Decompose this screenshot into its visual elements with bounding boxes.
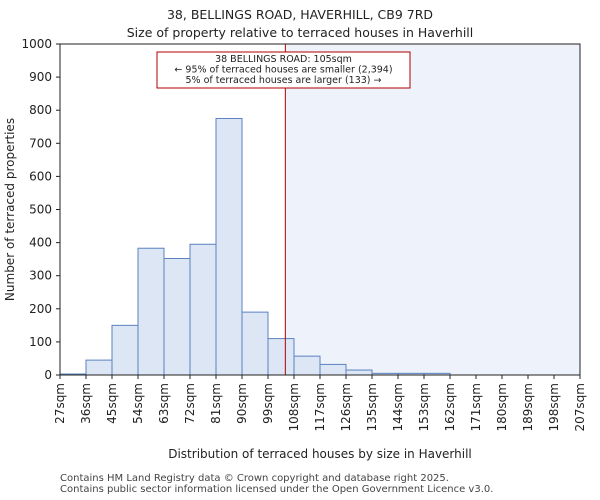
x-tick-label: 72sqm — [183, 383, 197, 424]
x-tick-label: 117sqm — [313, 383, 327, 431]
attribution-line-1: Contains HM Land Registry data © Crown c… — [60, 473, 449, 484]
chart-title: 38, BELLINGS ROAD, HAVERHILL, CB9 7RD — [166, 7, 434, 22]
histogram-bar — [85, 359, 113, 376]
attribution-line-2: Contains public sector information licen… — [60, 484, 494, 495]
x-tick-label: 36sqm — [79, 383, 93, 424]
histogram-bar — [215, 117, 243, 376]
histogram-bar — [267, 338, 295, 376]
annotation-line-1: 38 BELLINGS ROAD: 105sqm — [215, 54, 352, 65]
x-tick-label: 108sqm — [287, 383, 301, 431]
y-tick-label: 600 — [29, 169, 52, 183]
x-tick-label: 81sqm — [209, 383, 223, 424]
y-tick-label: 900 — [29, 70, 52, 84]
x-tick-label: 54sqm — [131, 383, 145, 424]
y-tick-label: 500 — [29, 203, 52, 217]
annotation-line-3: 5% of terraced houses are larger (133) → — [186, 75, 382, 86]
x-tick-label: 153sqm — [417, 383, 431, 431]
chart-title-block: 38, BELLINGS ROAD, HAVERHILL, CB9 7RD Si… — [0, 6, 600, 42]
histogram-bar — [189, 243, 217, 376]
x-tick-label: 126sqm — [339, 383, 353, 431]
histogram-bar — [293, 355, 321, 376]
chart-subtitle: Size of property relative to terraced ho… — [126, 25, 474, 40]
y-tick-label: 400 — [29, 236, 52, 250]
y-tick-label: 0 — [44, 368, 52, 382]
x-tick-label: 198sqm — [547, 383, 561, 431]
x-tick-label: 189sqm — [521, 383, 535, 431]
x-tick-label: 207sqm — [573, 383, 587, 431]
annotation-line-2: ← 95% of terraced houses are smaller (2,… — [174, 65, 392, 76]
x-tick-label: 171sqm — [469, 383, 483, 431]
histogram-bar — [345, 369, 373, 376]
histogram-bar — [137, 247, 165, 376]
x-axis-label: Distribution of terraced houses by size … — [168, 447, 472, 461]
y-tick-label: 700 — [29, 136, 52, 150]
y-tick-label: 100 — [29, 335, 52, 349]
attribution-footer: Contains HM Land Registry data © Crown c… — [60, 473, 493, 495]
y-axis-label: Number of terraced properties — [3, 118, 17, 301]
x-tick-label: 180sqm — [495, 383, 509, 431]
y-tick-label: 800 — [29, 103, 52, 117]
y-tick-label: 1000 — [21, 37, 52, 51]
x-tick-label: 99sqm — [261, 383, 275, 424]
y-tick-label: 300 — [29, 269, 52, 283]
x-tick-label: 45sqm — [105, 383, 119, 424]
x-tick-label: 63sqm — [157, 383, 171, 424]
x-tick-label: 162sqm — [443, 383, 457, 431]
larger-region-shade — [285, 44, 580, 375]
histogram-bar — [111, 324, 139, 376]
x-tick-label: 90sqm — [235, 383, 249, 424]
histogram-bar — [241, 311, 269, 376]
histogram-bar — [319, 363, 347, 376]
y-tick-label: 200 — [29, 302, 52, 316]
annotation-box — [156, 51, 411, 89]
x-tick-label: 27sqm — [53, 383, 67, 424]
x-tick-label: 144sqm — [391, 383, 405, 431]
x-tick-label: 135sqm — [365, 383, 379, 431]
histogram-bar — [163, 257, 191, 376]
